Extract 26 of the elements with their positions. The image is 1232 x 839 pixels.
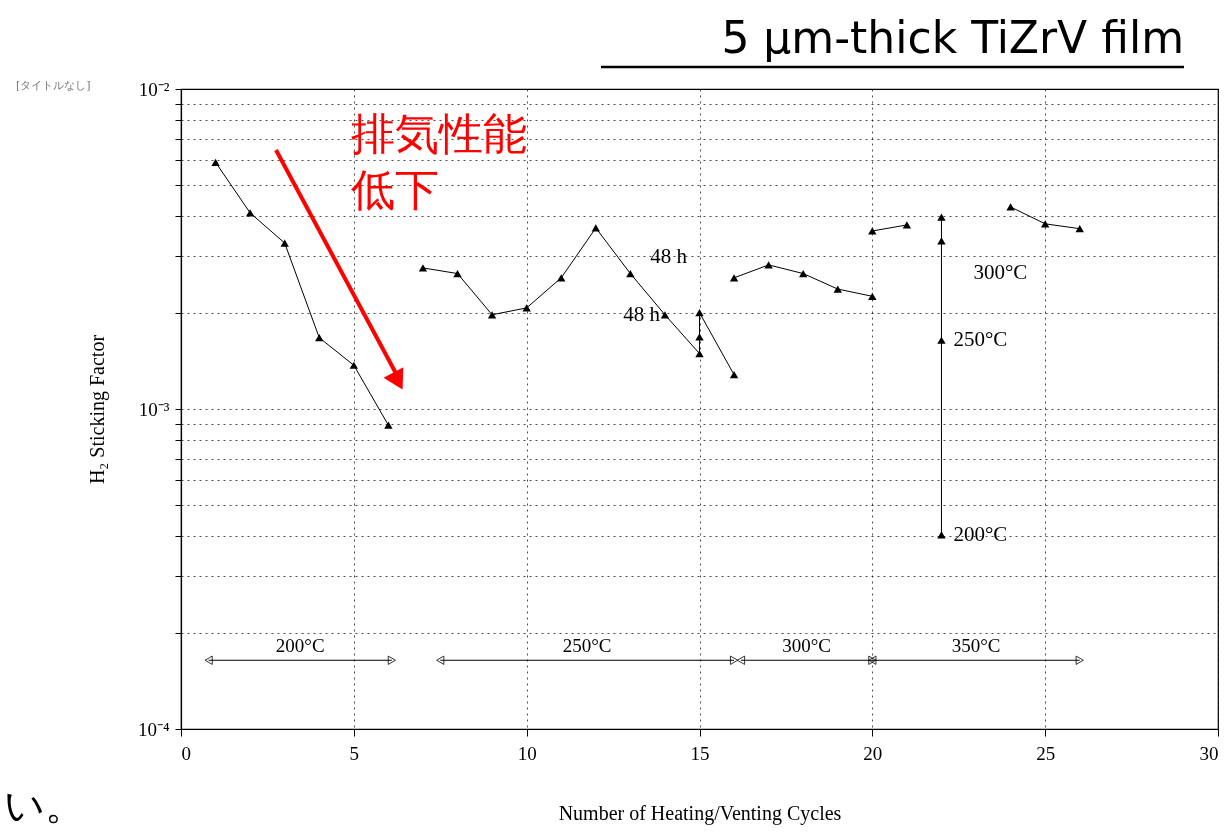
x-tick-label: 25 bbox=[1036, 742, 1056, 764]
annotation: 排気性能 bbox=[351, 108, 527, 159]
annotation: 48 h bbox=[650, 243, 688, 268]
text: [タイトルなし] bbox=[16, 79, 91, 92]
y-tick-label: 10⁻⁴ bbox=[137, 718, 170, 740]
series-label: 200°C bbox=[275, 635, 325, 657]
series-label: 300°C bbox=[782, 635, 832, 657]
annotation: 300°C bbox=[973, 259, 1028, 284]
x-tick-label: 5 bbox=[349, 742, 360, 764]
y-tick-label: 10⁻³ bbox=[138, 398, 170, 420]
y-axis-title: H₂ Sticking Factor bbox=[85, 334, 109, 485]
x-tick-label: 20 bbox=[863, 742, 883, 764]
x-tick-label: 10 bbox=[517, 742, 537, 764]
annotation: 低下 bbox=[351, 164, 439, 215]
x-tick-label: 30 bbox=[1199, 742, 1219, 764]
series-label: 350°C bbox=[951, 635, 1001, 657]
x-tick-label: 15 bbox=[690, 742, 710, 764]
annotation: 200°C bbox=[953, 521, 1008, 546]
annotation: 250°C bbox=[953, 327, 1008, 352]
y-tick-label: 10⁻² bbox=[138, 78, 170, 100]
annotation: 48 h bbox=[623, 301, 661, 326]
x-axis-title: Number of Heating/Venting Cycles bbox=[558, 801, 842, 825]
x-tick-label: 0 bbox=[181, 742, 191, 764]
series-label: 250°C bbox=[562, 635, 612, 657]
text: い。 bbox=[4, 782, 85, 828]
chart-title: 5 μm-thick TiZrV film bbox=[721, 12, 1184, 63]
